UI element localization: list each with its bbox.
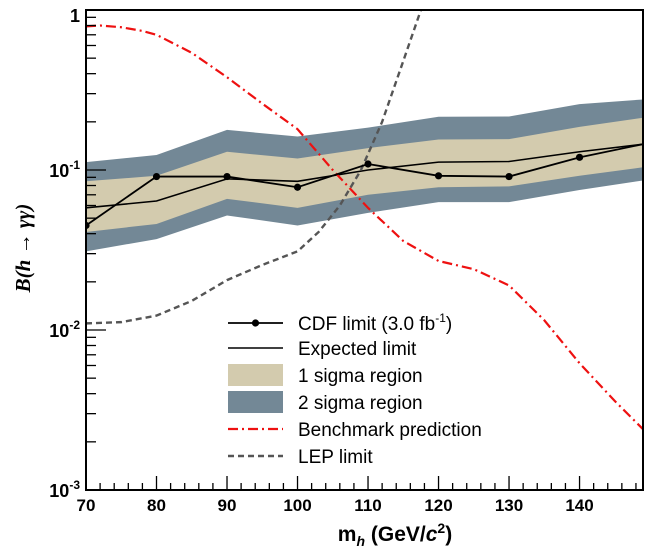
legend: CDF limit (3.0 fb-1) Expected limit 1 sigm… xyxy=(228,311,482,468)
sigma-bands xyxy=(86,99,643,252)
plot-area xyxy=(86,10,643,430)
legend-label-cdf-limit: CDF limit (3.0 fb-1) xyxy=(298,311,452,335)
cdf-limit-point xyxy=(152,172,161,181)
x-tick-label: 140 xyxy=(565,496,593,515)
cdf-limit-point xyxy=(434,172,443,180)
x-axis-title: mh (GeV/c2) xyxy=(338,520,452,549)
legend-marker-cdf-limit xyxy=(251,319,260,327)
cdf-limit-point xyxy=(293,183,302,191)
y-tick-label: 1 xyxy=(70,6,80,26)
lep-limit-line xyxy=(86,10,423,325)
legend-label-benchmark: Benchmark prediction xyxy=(298,420,482,441)
x-tick-label: 90 xyxy=(218,496,237,515)
axis-tick-labels: 70 80 90 100 110 120 130 140 1 10-1 10-2 10-3 xyxy=(49,6,593,515)
x-tick-label: 70 xyxy=(77,496,96,515)
expected-limit-line xyxy=(86,143,643,209)
cdf-limit-point xyxy=(575,153,584,161)
one-sigma-band xyxy=(86,117,643,232)
legend-label-two-sigma: 2 sigma region xyxy=(298,393,423,414)
y-tick-label: 10-1 xyxy=(49,158,80,181)
legend-swatch-one-sigma xyxy=(228,364,283,386)
cdf-limit-point xyxy=(223,172,231,181)
x-tick-label: 100 xyxy=(283,496,311,515)
cdf-limit-point xyxy=(364,160,372,168)
legend-label-expected-limit: Expected limit xyxy=(298,339,417,360)
x-tick-label: 110 xyxy=(354,496,381,515)
legend-swatch-two-sigma xyxy=(228,391,283,413)
y-axis-title: B(h → γγ) xyxy=(11,204,35,294)
legend-label-one-sigma: 1 sigma region xyxy=(298,366,423,387)
plot-frame xyxy=(85,9,644,491)
axis-ticks xyxy=(85,16,637,491)
benchmark-prediction-line xyxy=(86,24,643,430)
x-tick-label: 80 xyxy=(147,496,166,515)
y-tick-label: 10-3 xyxy=(49,478,80,501)
legend-label-lep-limit: LEP limit xyxy=(298,447,373,468)
x-tick-label: 130 xyxy=(495,496,523,515)
y-tick-label: 10-2 xyxy=(49,318,80,341)
x-tick-label: 120 xyxy=(424,496,452,515)
series-markers xyxy=(86,153,584,230)
cdf-limit-point xyxy=(505,172,513,181)
